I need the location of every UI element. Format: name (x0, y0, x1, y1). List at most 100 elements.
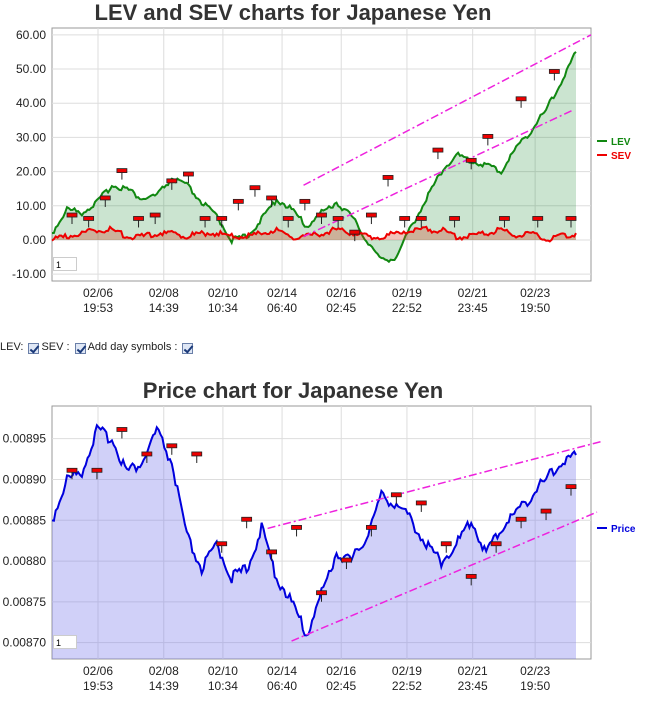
y-tick-label: 10.00 (16, 199, 46, 213)
y-tick-label: 0.00895 (3, 432, 47, 446)
day-symbol (141, 451, 153, 457)
y-tick-label: 40.00 (16, 96, 46, 110)
day-symbol (548, 69, 560, 74)
plot-area (51, 27, 592, 282)
trendline (303, 34, 592, 186)
day-symbol (490, 541, 502, 547)
x-tick-time: 06:40 (267, 301, 297, 315)
add-day-checkbox[interactable] (182, 342, 194, 354)
lev-checkbox[interactable] (28, 342, 40, 354)
x-tick-date: 02/23 (520, 286, 550, 300)
y-tick-label: 0.00880 (3, 554, 47, 568)
day-symbol (432, 147, 444, 153)
x-tick-date: 02/14 (267, 286, 297, 300)
day-symbol (382, 175, 394, 180)
x-tick-date: 02/06 (83, 286, 113, 300)
day-symbol (266, 549, 278, 555)
day-symbol (515, 96, 527, 102)
chart1-title: LEV and SEV charts for Japanese Yen (94, 0, 492, 25)
zoom-input-1[interactable]: 1 (53, 257, 77, 271)
x-tick-date: 02/19 (392, 664, 422, 678)
y-tick-label: 0.00 (23, 233, 47, 247)
legend-label: LEV (611, 137, 631, 148)
x-tick-time: 02:45 (326, 301, 356, 315)
day-symbol (133, 216, 144, 221)
day-symbol (266, 195, 278, 201)
series-area-price (52, 425, 576, 659)
trendline (291, 511, 598, 642)
trendline (303, 109, 574, 238)
day-symbol (499, 216, 510, 221)
x-tick-date: 02/16 (326, 286, 356, 300)
lev-label: LEV: (0, 341, 24, 353)
x-tick-date: 02/21 (458, 286, 488, 300)
x-tick-date: 02/14 (267, 664, 297, 678)
day-symbol (365, 525, 377, 530)
y-tick-label: 0.00875 (3, 595, 47, 609)
day-symbol (66, 467, 78, 473)
x-tick-date: 02/19 (392, 286, 422, 300)
x-tick-time: 14:39 (149, 301, 179, 315)
day-symbol (66, 212, 78, 218)
day-symbol (341, 557, 352, 563)
x-tick-date: 02/08 (149, 664, 179, 678)
chart-controls: LEV: SEV : Add day symbols : (0, 341, 194, 354)
day-symbol (390, 492, 402, 498)
day-symbol (332, 216, 344, 221)
legend-label: Price (611, 524, 636, 535)
day-symbol (482, 134, 494, 139)
chart2-title: Price chart for Japanese Yen (142, 378, 444, 403)
day-symbol (149, 212, 161, 218)
x-tick-time: 22:52 (392, 301, 422, 315)
day-symbol (241, 516, 253, 522)
x-tick-date: 02/10 (208, 664, 238, 678)
x-tick-time: 22:52 (392, 679, 422, 693)
day-symbol (299, 198, 311, 204)
add-day-label: Add day symbols : (87, 341, 178, 353)
day-symbol (565, 484, 577, 490)
day-symbol (565, 216, 577, 221)
day-symbol (216, 541, 228, 547)
series-line-price (51, 423, 577, 637)
x-tick-time: 14:39 (149, 679, 179, 693)
y-tick-label: 0.00890 (3, 472, 47, 486)
day-symbol (166, 178, 178, 184)
day-symbol (465, 573, 477, 579)
day-symbol (399, 216, 411, 221)
x-tick-date: 02/21 (458, 664, 488, 678)
legend-label: SEV (611, 151, 631, 162)
day-symbol (532, 216, 544, 221)
day-symbol (415, 500, 427, 506)
x-tick-time: 10:34 (208, 679, 238, 693)
day-symbol (415, 216, 427, 221)
zoom-input-2[interactable]: 1 (53, 635, 77, 649)
day-symbol (349, 229, 361, 235)
day-symbol (232, 198, 244, 204)
day-symbol (316, 590, 327, 596)
x-tick-time: 23:45 (458, 301, 488, 315)
day-symbol (91, 467, 103, 473)
day-symbol (465, 157, 477, 163)
day-symbol (291, 525, 302, 530)
y-tick-label: 0.00870 (3, 636, 47, 650)
y-tick-label: 30.00 (16, 130, 46, 144)
day-symbol (365, 212, 377, 218)
day-symbol (316, 212, 327, 218)
y-tick-label: 0.00885 (3, 513, 47, 527)
day-symbol (515, 516, 527, 522)
day-symbol (83, 216, 95, 221)
x-tick-date: 02/23 (520, 664, 550, 678)
x-tick-date: 02/06 (83, 664, 113, 678)
x-tick-time: 02:45 (326, 679, 356, 693)
x-tick-date: 02/16 (326, 664, 356, 678)
x-tick-time: 19:53 (83, 679, 113, 693)
day-symbol (282, 216, 294, 221)
day-symbol (199, 216, 211, 221)
x-tick-date: 02/08 (149, 286, 179, 300)
y-tick-label: 20.00 (16, 165, 46, 179)
x-tick-time: 19:53 (83, 301, 113, 315)
day-symbol (216, 216, 228, 221)
sev-checkbox[interactable] (74, 342, 86, 354)
